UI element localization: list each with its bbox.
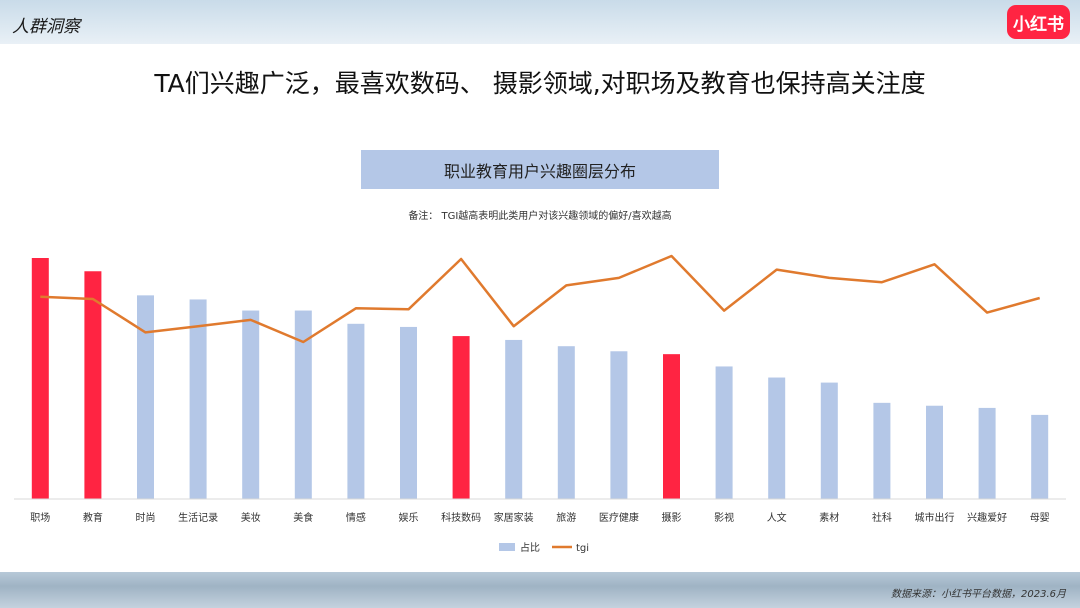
tick-label-17: 城市出行 <box>915 511 955 524</box>
tick-label-7: 娱乐 <box>399 511 419 524</box>
tick-label-12: 摄影 <box>662 511 682 524</box>
xiaohongshu-logo: 小红书 <box>1007 5 1070 39</box>
bar-16 <box>873 402 891 499</box>
legend-label-line: tgi <box>576 543 589 554</box>
bar-6 <box>347 323 365 499</box>
tick-label-3: 生活记录 <box>178 511 218 524</box>
tick-label-5: 美食 <box>293 511 313 524</box>
bar-17 <box>926 405 943 499</box>
bar-2 <box>137 295 154 499</box>
tick-label-2: 时尚 <box>136 511 156 524</box>
tick-label-14: 人文 <box>767 511 787 524</box>
tick-label-9: 家居家装 <box>494 511 534 524</box>
chart-note: 备注： TGI越高表明此类用户对该兴趣领域的偏好/喜欢越高 <box>408 211 672 222</box>
bar-18 <box>978 407 996 499</box>
bar-1 <box>84 271 102 499</box>
bar-3 <box>189 299 207 499</box>
legend-label-bar: 占比 <box>520 541 540 554</box>
tick-label-8: 科技数码 <box>441 511 481 524</box>
bar-11 <box>610 351 628 499</box>
sea-footer <box>0 572 1080 608</box>
bar-7 <box>400 326 417 499</box>
bar-19 <box>1031 414 1049 499</box>
tick-label-15: 素材 <box>819 511 839 524</box>
page-headline: TA们兴趣广泛，最喜欢数码、 摄影领域,对职场及教育也保持高关注度 <box>154 69 926 98</box>
tick-label-13: 影视 <box>714 511 734 524</box>
bar-9 <box>505 339 523 499</box>
bar-0 <box>31 258 49 499</box>
sky-banner <box>0 0 1080 44</box>
bar-12 <box>663 354 680 499</box>
tgi-line <box>40 254 1041 344</box>
tick-label-4: 美妆 <box>241 511 261 524</box>
chart-title: 职业教育用户兴趣圈层分布 <box>361 150 719 189</box>
bar-8 <box>452 336 470 499</box>
data-source: 数据来源：小红书平台数据，2023.6月 <box>891 589 1066 600</box>
section-title: 人群洞察 <box>12 17 80 37</box>
bar-4 <box>242 310 260 499</box>
tick-label-0: 职场 <box>30 511 50 524</box>
tick-label-6: 情感 <box>346 511 366 524</box>
bar-15 <box>820 382 838 499</box>
bar-14 <box>768 377 786 499</box>
tick-label-18: 兴趣爱好 <box>967 511 1007 524</box>
legend-swatch-bar <box>499 543 515 551</box>
bar-13 <box>715 366 733 499</box>
tick-label-19: 母婴 <box>1030 512 1050 524</box>
tick-label-1: 教育 <box>83 511 103 524</box>
bar-5 <box>294 310 312 499</box>
tick-label-11: 医疗健康 <box>599 511 639 524</box>
bar-10 <box>557 346 575 499</box>
tick-label-10: 旅游 <box>556 511 576 524</box>
tick-label-16: 社科 <box>872 511 892 524</box>
